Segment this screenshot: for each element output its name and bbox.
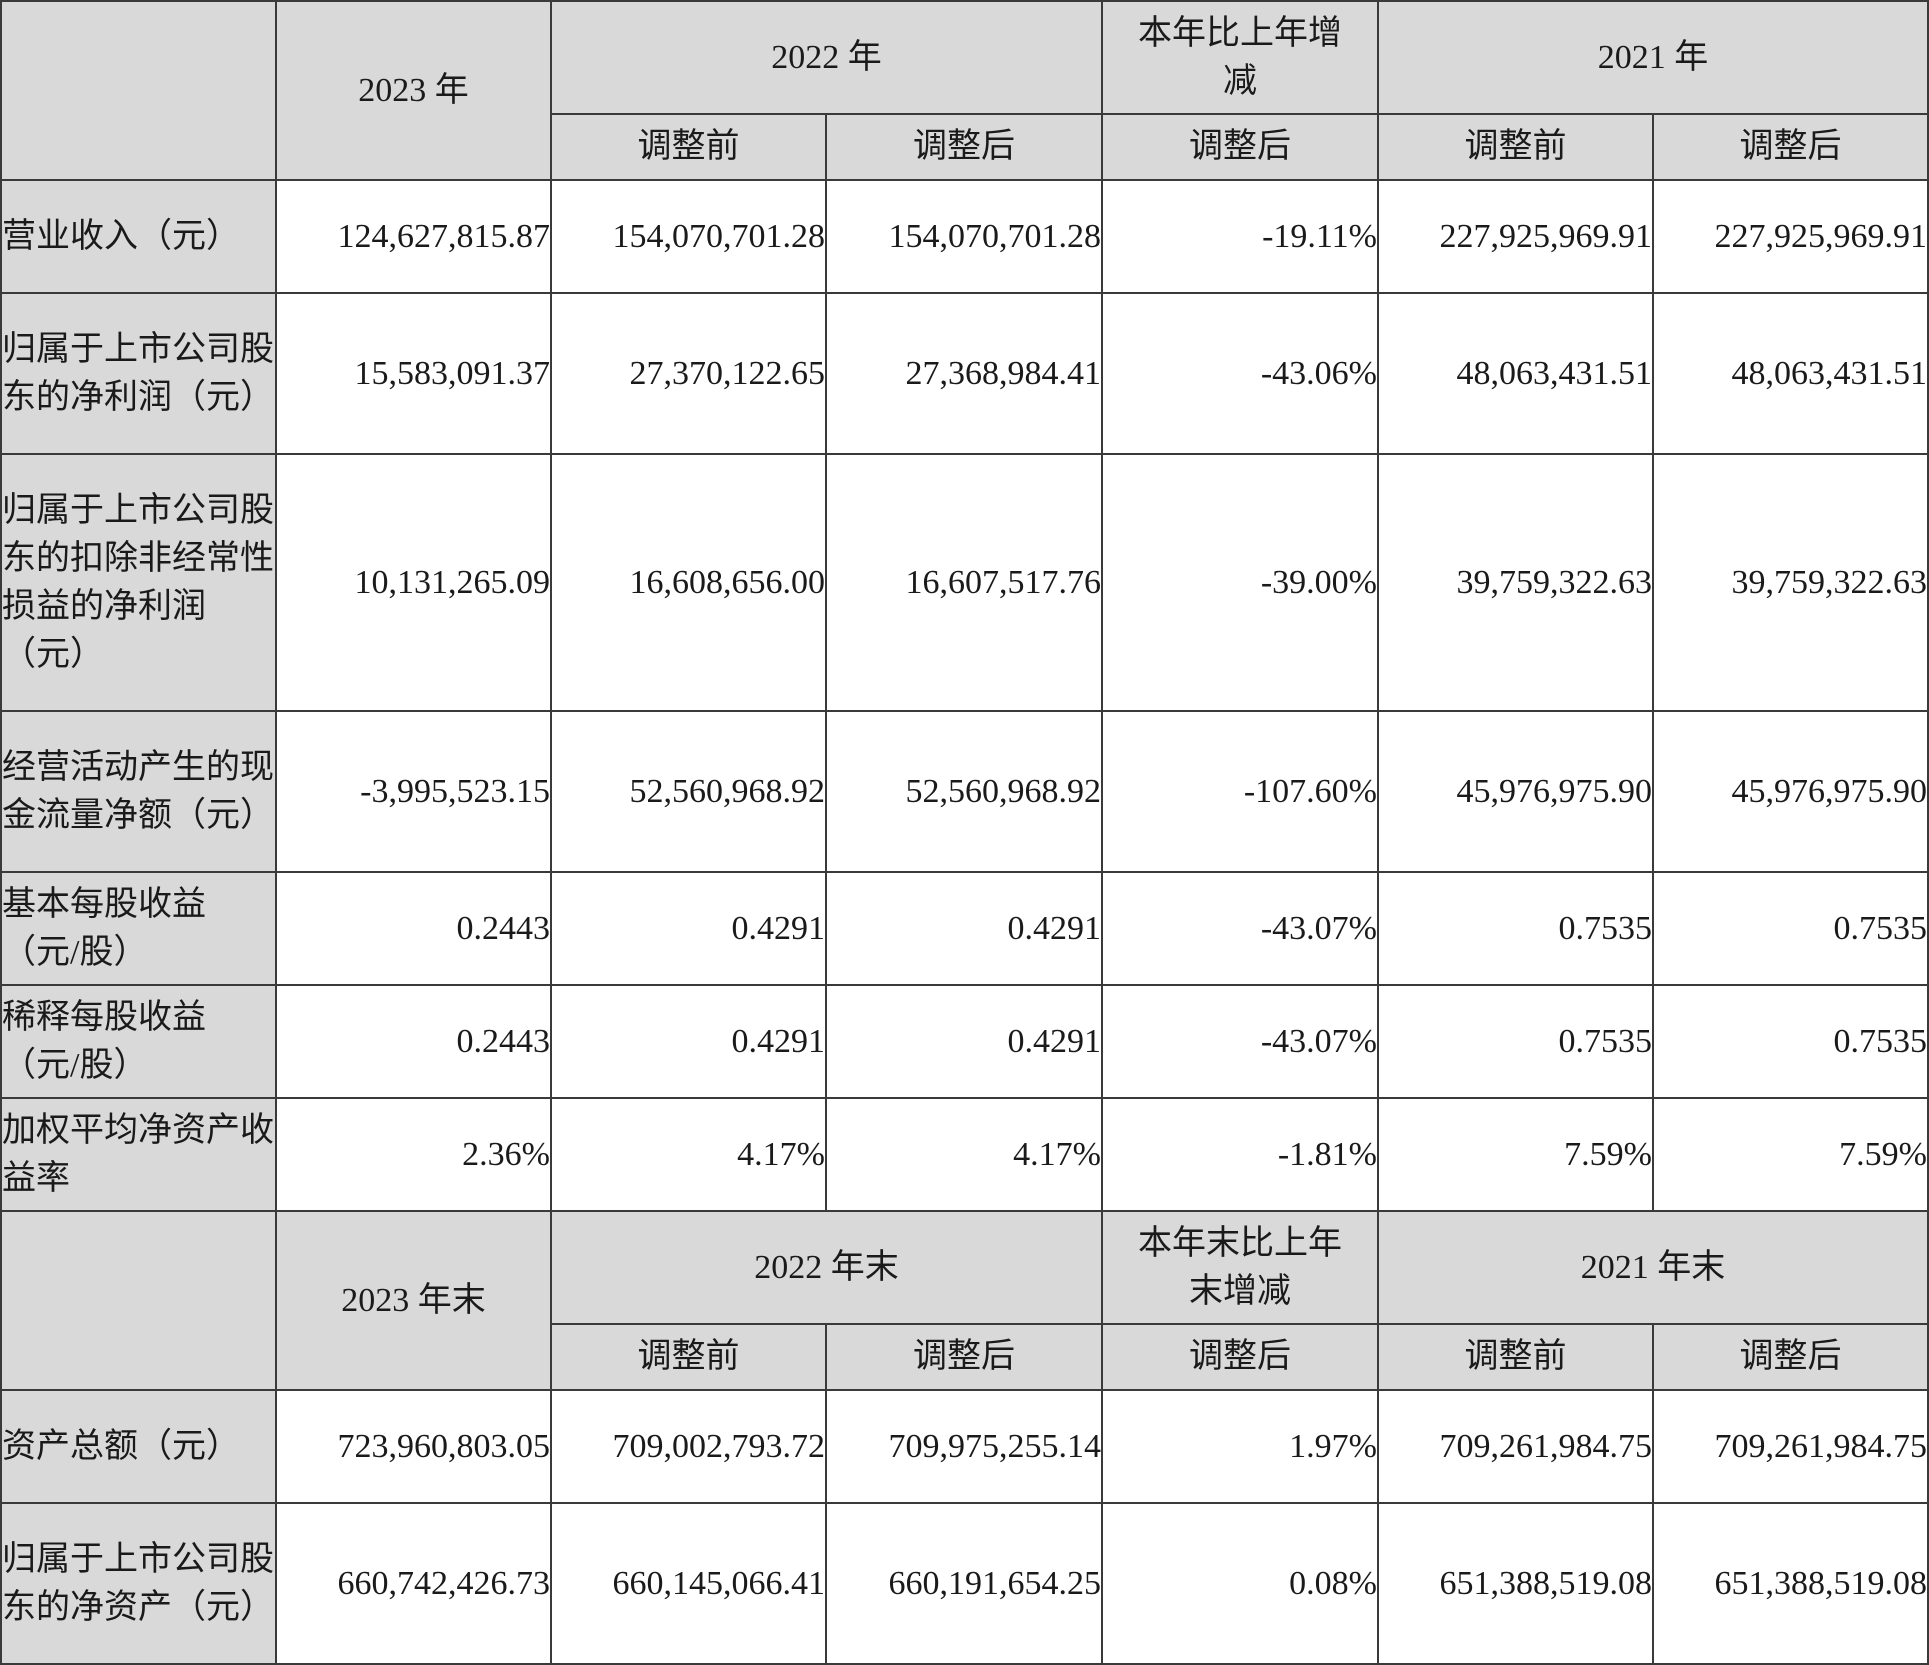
row-label: 资产总额（元）	[0, 1389, 277, 1504]
header-row-yearend: 2023 年末 2022 年末 本年末比上年末增减 2021 年末	[0, 1210, 1929, 1391]
value-change: -1.81%	[1101, 1097, 1379, 1212]
value-2023: 10,131,265.09	[275, 453, 552, 712]
value-2022-before: 154,070,701.28	[550, 179, 827, 294]
value-change: -39.00%	[1101, 453, 1379, 712]
value-2022-after: 27,368,984.41	[825, 292, 1103, 455]
table-row: 经营活动产生的现金流量净额（元） -3,995,523.15 52,560,96…	[0, 710, 1929, 873]
value-change: -43.07%	[1101, 871, 1379, 986]
header-2023-end: 2023 年末	[275, 1210, 552, 1391]
value-2023: 2.36%	[275, 1097, 552, 1212]
header-2021-before: 调整前	[1377, 113, 1654, 181]
value-2022-before: 0.4291	[550, 871, 827, 986]
header-row-adjust: 调整前 调整后 调整后 调整前 调整后	[1, 113, 1929, 181]
header-corner-cell	[0, 1210, 277, 1391]
table-row: 基本每股收益（元/股） 0.2443 0.4291 0.4291 -43.07%…	[0, 871, 1929, 986]
header-2022: 2022 年	[550, 0, 1103, 115]
value-2022-after: 16,607,517.76	[825, 453, 1103, 712]
header-row-adjust: 调整前 调整后 调整后 调整前 调整后	[1, 1323, 1929, 1391]
value-2022-before: 4.17%	[550, 1097, 827, 1212]
header-2022-before: 调整前	[550, 1323, 827, 1391]
value-2021-before: 709,261,984.75	[1377, 1389, 1654, 1504]
value-2022-before: 52,560,968.92	[550, 710, 827, 873]
value-2022-after: 709,975,255.14	[825, 1389, 1103, 1504]
value-2022-after: 154,070,701.28	[825, 179, 1103, 294]
value-2022-before: 27,370,122.65	[550, 292, 827, 455]
header-change-end: 本年末比上年末增减	[1101, 1210, 1379, 1325]
table-row: 资产总额（元） 723,960,803.05 709,002,793.72 70…	[0, 1389, 1929, 1504]
value-2023: 124,627,815.87	[275, 179, 552, 294]
value-2022-before: 0.4291	[550, 984, 827, 1099]
header-2022-after: 调整后	[825, 1323, 1103, 1391]
value-2021-before: 39,759,322.63	[1377, 453, 1654, 712]
value-2021-after: 45,976,975.90	[1652, 710, 1929, 873]
value-2021-after: 0.7535	[1652, 984, 1929, 1099]
value-change: -107.60%	[1101, 710, 1379, 873]
header-2022-end: 2022 年末	[550, 1210, 1103, 1325]
value-2021-after: 709,261,984.75	[1652, 1389, 1929, 1504]
value-change: -19.11%	[1101, 179, 1379, 294]
table-row: 归属于上市公司股东的净资产（元） 660,742,426.73 660,145,…	[0, 1502, 1929, 1665]
table-row: 归属于上市公司股东的净利润（元） 15,583,091.37 27,370,12…	[0, 292, 1929, 455]
header-2022-after: 调整后	[825, 113, 1103, 181]
value-2023: 723,960,803.05	[275, 1389, 552, 1504]
value-2023: 0.2443	[275, 984, 552, 1099]
value-2021-before: 0.7535	[1377, 871, 1654, 986]
value-change: 0.08%	[1101, 1502, 1379, 1665]
value-2021-after: 227,925,969.91	[1652, 179, 1929, 294]
table-row: 加权平均净资产收益率 2.36% 4.17% 4.17% -1.81% 7.59…	[0, 1097, 1929, 1212]
header-2022-before: 调整前	[550, 113, 827, 181]
value-change: -43.06%	[1101, 292, 1379, 455]
value-2021-before: 7.59%	[1377, 1097, 1654, 1212]
row-label: 稀释每股收益（元/股）	[0, 984, 277, 1099]
value-2022-after: 0.4291	[825, 984, 1103, 1099]
value-2023: 0.2443	[275, 871, 552, 986]
header-2021-after: 调整后	[1652, 1323, 1929, 1391]
value-2022-before: 709,002,793.72	[550, 1389, 827, 1504]
header-2021: 2021 年	[1377, 0, 1929, 115]
value-2021-after: 0.7535	[1652, 871, 1929, 986]
value-change: -43.07%	[1101, 984, 1379, 1099]
value-2022-after: 0.4291	[825, 871, 1103, 986]
header-2023: 2023 年	[275, 0, 552, 181]
value-2022-before: 16,608,656.00	[550, 453, 827, 712]
value-2021-after: 651,388,519.08	[1652, 1502, 1929, 1665]
table-row: 归属于上市公司股东的扣除非经常性损益的净利润（元） 10,131,265.09 …	[0, 453, 1929, 712]
value-2021-after: 48,063,431.51	[1652, 292, 1929, 455]
value-2023: -3,995,523.15	[275, 710, 552, 873]
value-2022-before: 660,145,066.41	[550, 1502, 827, 1665]
row-label: 加权平均净资产收益率	[0, 1097, 277, 1212]
table-row: 稀释每股收益（元/股） 0.2443 0.4291 0.4291 -43.07%…	[0, 984, 1929, 1099]
row-label: 经营活动产生的现金流量净额（元）	[0, 710, 277, 873]
value-change: 1.97%	[1101, 1389, 1379, 1504]
header-corner-cell	[0, 0, 277, 181]
value-2023: 660,742,426.73	[275, 1502, 552, 1665]
row-label: 归属于上市公司股东的净利润（元）	[0, 292, 277, 455]
row-label: 营业收入（元）	[0, 179, 277, 294]
row-label: 归属于上市公司股东的净资产（元）	[0, 1502, 277, 1665]
value-2021-before: 48,063,431.51	[1377, 292, 1654, 455]
header-2021-before: 调整前	[1377, 1323, 1654, 1391]
header-change-after: 调整后	[1101, 1323, 1379, 1391]
value-2023: 15,583,091.37	[275, 292, 552, 455]
header-2021-end: 2021 年末	[1377, 1210, 1929, 1325]
value-2021-after: 39,759,322.63	[1652, 453, 1929, 712]
value-2021-before: 651,388,519.08	[1377, 1502, 1654, 1665]
header-2021-after: 调整后	[1652, 113, 1929, 181]
value-2021-after: 7.59%	[1652, 1097, 1929, 1212]
value-2021-before: 227,925,969.91	[1377, 179, 1654, 294]
value-2021-before: 45,976,975.90	[1377, 710, 1654, 873]
value-2022-after: 660,191,654.25	[825, 1502, 1103, 1665]
header-row-years: 2023 年 2022 年 本年比上年增减 2021 年	[0, 0, 1929, 181]
value-2022-after: 52,560,968.92	[825, 710, 1103, 873]
header-change: 本年比上年增减	[1101, 0, 1379, 115]
value-2021-before: 0.7535	[1377, 984, 1654, 1099]
header-change-after: 调整后	[1101, 113, 1379, 181]
row-label: 基本每股收益（元/股）	[0, 871, 277, 986]
row-label: 归属于上市公司股东的扣除非经常性损益的净利润（元）	[0, 453, 277, 712]
value-2022-after: 4.17%	[825, 1097, 1103, 1212]
table-row: 营业收入（元） 124,627,815.87 154,070,701.28 15…	[0, 179, 1929, 294]
